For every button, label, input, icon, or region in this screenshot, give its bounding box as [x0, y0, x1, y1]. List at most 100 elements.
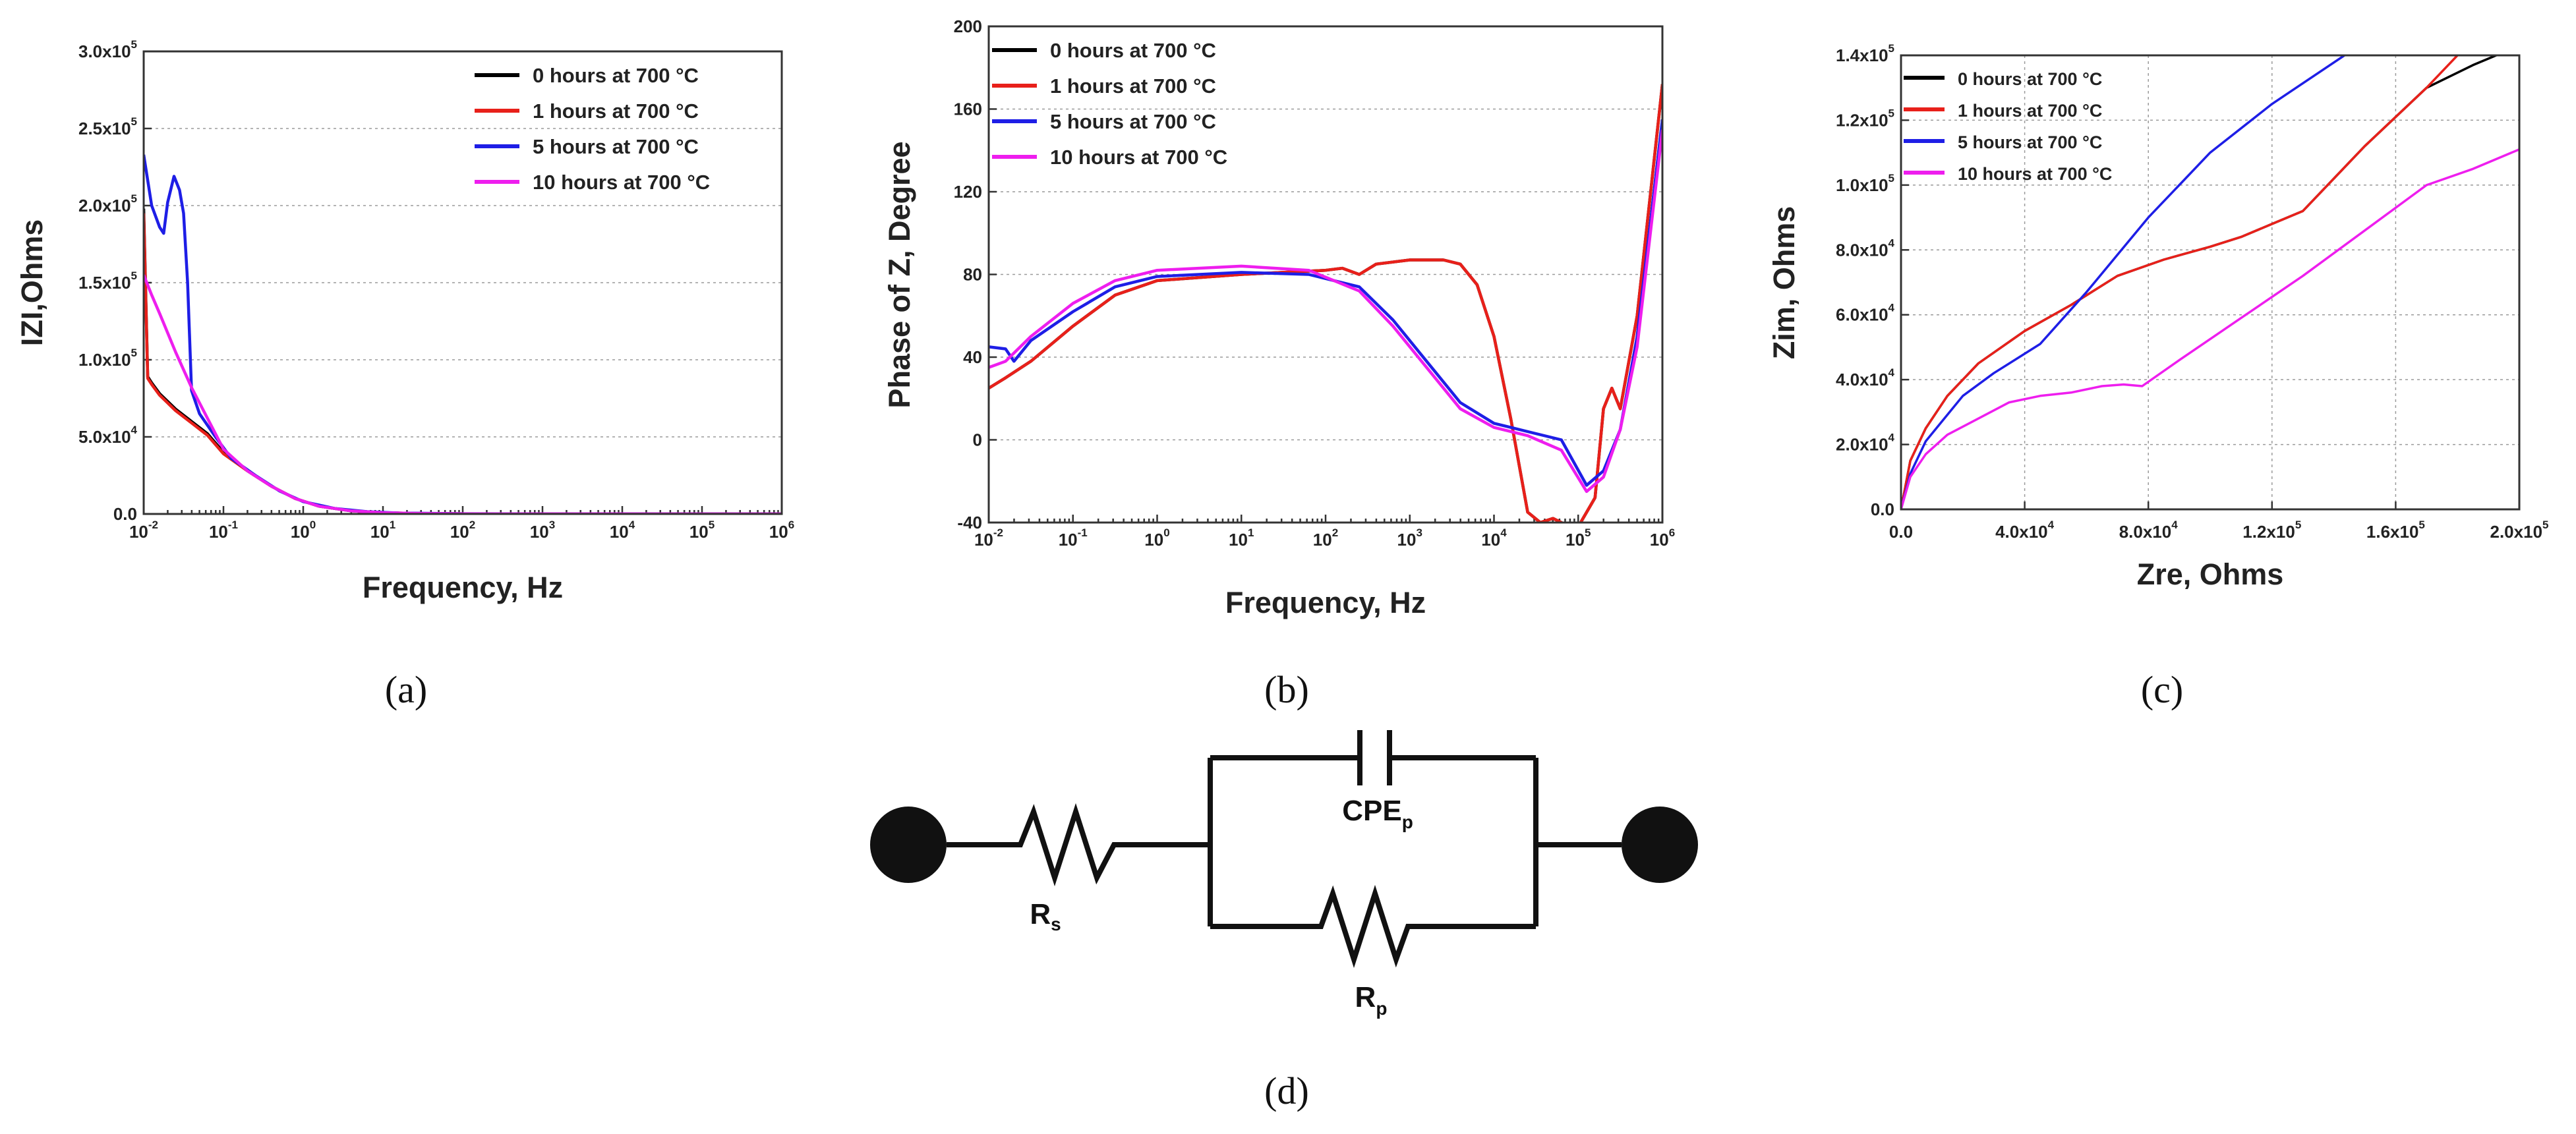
x-tick-label: 10-1 — [209, 519, 238, 542]
chart-a: 0.0 5.0x104 1.0x105 1.5x105 2.0x105 2.5x105 3.… — [15, 38, 794, 711]
legend-label-c-3: 10 hours at 700 °C — [1958, 164, 2112, 184]
series-line-c-1 — [1901, 55, 2459, 509]
rp-label: Rp — [1355, 981, 1388, 1019]
y-tick-label: 0.0 — [1871, 499, 1894, 519]
series-line-a-0 — [144, 208, 782, 514]
y-tick-label: 1.5x105 — [78, 269, 137, 293]
legend-label-a-1: 1 hours at 700 °C — [533, 99, 699, 123]
y-tick-label: 6.0x104 — [1836, 302, 1895, 325]
chart-a-ticks: 0.0 5.0x104 1.0x105 1.5x105 2.0x105 2.5x105 3.… — [78, 38, 794, 542]
equivalent-circuit: Rs CPEp Rp (d) — [870, 730, 1698, 1112]
x-tick-label: 1.2x105 — [2242, 519, 2301, 542]
x-tick-label: 105 — [689, 519, 715, 542]
series-line-c-3 — [1901, 148, 2519, 509]
legend-label-c-2: 5 hours at 700 °C — [1958, 132, 2102, 152]
chart-c-ticks: 0.0 2.0x104 4.0x104 6.0x104 8.0x104 1.0x105 1.… — [1836, 42, 2549, 542]
x-tick-label: 100 — [291, 519, 316, 542]
series-line-c-0 — [1901, 55, 2500, 509]
series-line-b-2 — [989, 119, 1662, 487]
cpe-label: CPEp — [1342, 795, 1413, 832]
x-tick-label: 101 — [370, 519, 395, 542]
chart-b-frame — [987, 25, 1664, 524]
x-tick-label: 102 — [450, 519, 475, 542]
x-tick-label: 106 — [1650, 526, 1675, 550]
x-tick-label: 1.6x105 — [2366, 519, 2425, 542]
y-tick-label: 80 — [963, 265, 982, 285]
y-tick-label: 5.0x104 — [78, 424, 138, 447]
y-tick-label: 3.0x105 — [78, 38, 137, 61]
legend-label-a-2: 5 hours at 700 °C — [533, 135, 699, 158]
chart-b-legend: 0 hours at 700 °C 1 hours at 700 °C 5 hour… — [992, 39, 1227, 169]
series-line-b-1 — [989, 84, 1662, 523]
chart-c-legend: 0 hours at 700 °C 1 hours at 700 °C 5 hour… — [1904, 69, 2112, 184]
y-tick-label: 120 — [954, 182, 982, 202]
x-tick-label: 104 — [1481, 526, 1507, 550]
chart-a-legend: 0 hours at 700 °C 1 hours at 700 °C 5 hour… — [475, 64, 710, 194]
x-tick-label: 103 — [530, 519, 555, 542]
chart-a-xlabel: Frequency, Hz — [363, 571, 563, 604]
legend-label-a-3: 10 hours at 700 °C — [533, 171, 710, 194]
panel-label-a: (a) — [385, 668, 427, 711]
x-tick-label: 101 — [1229, 526, 1254, 550]
series-line-c-2 — [1901, 55, 2347, 509]
y-tick-label: 1.4x105 — [1836, 42, 1894, 65]
legend-label-b-2: 5 hours at 700 °C — [1050, 110, 1216, 133]
resistor-rs — [947, 803, 1210, 887]
y-tick-label: 0.0 — [113, 504, 137, 524]
y-tick-label: 2.0x104 — [1836, 432, 1895, 455]
chart-b: -40 0 40 80 120 160 200 10-2 10-1 100 101 102 103 104… — [883, 16, 1675, 711]
y-tick-label: 1.2x105 — [1836, 107, 1894, 130]
panel-label-b: (b) — [1264, 668, 1309, 711]
legend-label-a-0: 0 hours at 700 °C — [533, 64, 699, 87]
series-line-a-2 — [144, 154, 782, 514]
series-line-a-1 — [144, 213, 782, 514]
x-tick-label: 0.0 — [1889, 522, 1913, 542]
resistor-rp — [1210, 884, 1536, 969]
x-tick-label: 8.0x104 — [2119, 519, 2179, 542]
chart-b-ylabel: Phase of Z, Degree — [883, 141, 916, 408]
y-tick-label: -40 — [957, 513, 982, 532]
x-tick-label: 105 — [1566, 526, 1591, 550]
y-tick-label: 2.0x105 — [78, 192, 137, 215]
series-line-b-3 — [989, 129, 1662, 494]
left-terminal — [870, 807, 947, 883]
x-tick-label: 100 — [1144, 526, 1169, 550]
y-tick-label: 40 — [963, 347, 982, 367]
y-tick-label: 4.0x104 — [1836, 366, 1895, 389]
legend-label-b-3: 10 hours at 700 °C — [1050, 146, 1227, 169]
y-tick-label: 8.0x104 — [1836, 237, 1895, 260]
y-tick-label: 2.5x105 — [78, 115, 137, 138]
chart-c-frame — [1900, 54, 2521, 511]
chart-b-series — [989, 84, 1662, 523]
chart-c: 0.0 2.0x104 4.0x104 6.0x104 8.0x104 1.0x105 1.… — [1767, 42, 2549, 711]
rs-label: Rs — [1030, 898, 1061, 934]
y-tick-label: 0 — [973, 430, 982, 450]
series-line-a-3 — [144, 274, 782, 514]
x-tick-label: 10-1 — [1059, 526, 1088, 550]
legend-label-c-1: 1 hours at 700 °C — [1958, 101, 2102, 121]
legend-label-b-0: 0 hours at 700 °C — [1050, 39, 1216, 62]
chart-b-ticks: -40 0 40 80 120 160 200 10-2 10-1 100 101 102 103 104… — [954, 16, 1676, 550]
x-tick-label: 103 — [1397, 526, 1422, 550]
y-tick-label: 1.0x105 — [78, 347, 137, 370]
chart-c-xlabel: Zre, Ohms — [2137, 557, 2284, 591]
panel-label-d: (d) — [1264, 1069, 1309, 1112]
chart-c-ylabel: Zim, Ohms — [1767, 206, 1801, 360]
x-tick-label: 2.0x105 — [2490, 519, 2549, 542]
x-tick-label: 102 — [1313, 526, 1338, 550]
chart-b-xlabel: Frequency, Hz — [1225, 586, 1426, 619]
chart-c-grid — [1901, 55, 2519, 509]
y-tick-label: 160 — [954, 99, 982, 119]
right-terminal — [1622, 807, 1698, 883]
y-tick-label: 1.0x105 — [1836, 172, 1894, 195]
x-tick-label: 10-2 — [129, 519, 158, 542]
chart-a-series — [144, 154, 782, 514]
cpe-element — [1210, 730, 1536, 785]
x-tick-label: 4.0x104 — [1995, 519, 2055, 542]
legend-label-b-1: 1 hours at 700 °C — [1050, 74, 1216, 98]
x-tick-label: 10-2 — [974, 526, 1003, 550]
y-tick-label: 200 — [954, 16, 982, 36]
panel-label-c: (c) — [2141, 668, 2183, 711]
chart-a-frame — [142, 50, 783, 515]
